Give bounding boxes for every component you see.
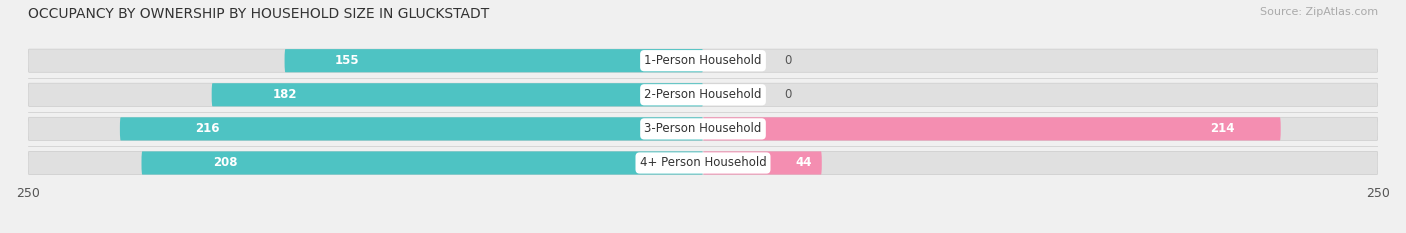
FancyBboxPatch shape xyxy=(703,117,1281,140)
FancyBboxPatch shape xyxy=(28,83,1378,106)
Text: 2-Person Household: 2-Person Household xyxy=(644,88,762,101)
FancyBboxPatch shape xyxy=(28,151,1378,175)
Text: 1-Person Household: 1-Person Household xyxy=(644,54,762,67)
FancyBboxPatch shape xyxy=(120,117,703,140)
FancyBboxPatch shape xyxy=(28,117,1378,140)
Text: OCCUPANCY BY OWNERSHIP BY HOUSEHOLD SIZE IN GLUCKSTADT: OCCUPANCY BY OWNERSHIP BY HOUSEHOLD SIZE… xyxy=(28,7,489,21)
Text: 4+ Person Household: 4+ Person Household xyxy=(640,157,766,169)
FancyBboxPatch shape xyxy=(212,83,703,106)
FancyBboxPatch shape xyxy=(703,151,821,175)
Text: 155: 155 xyxy=(335,54,360,67)
Text: 182: 182 xyxy=(273,88,298,101)
Text: 216: 216 xyxy=(195,122,219,135)
FancyBboxPatch shape xyxy=(142,151,703,175)
FancyBboxPatch shape xyxy=(28,49,1378,72)
Text: 0: 0 xyxy=(785,88,792,101)
FancyBboxPatch shape xyxy=(284,49,703,72)
Text: 208: 208 xyxy=(214,157,238,169)
Text: Source: ZipAtlas.com: Source: ZipAtlas.com xyxy=(1260,7,1378,17)
Text: 44: 44 xyxy=(796,157,813,169)
Text: 3-Person Household: 3-Person Household xyxy=(644,122,762,135)
Text: 214: 214 xyxy=(1211,122,1234,135)
Text: 0: 0 xyxy=(785,54,792,67)
